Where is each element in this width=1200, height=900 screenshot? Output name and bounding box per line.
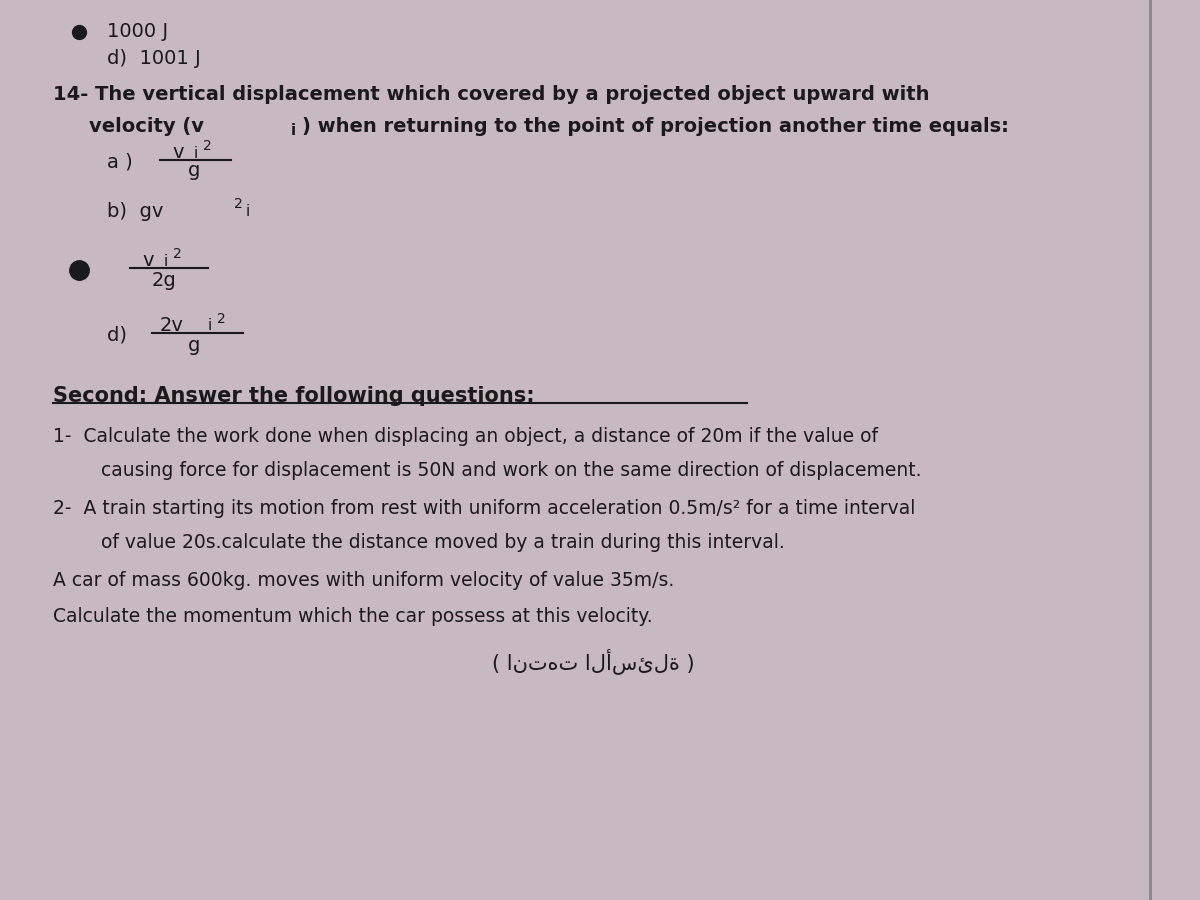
Text: 2-  A train starting its motion from rest with uniform acceleration 0.5m/s² for : 2- A train starting its motion from rest…	[53, 499, 916, 518]
Text: v: v	[143, 251, 154, 271]
Text: 2: 2	[217, 311, 226, 326]
Text: i: i	[163, 254, 168, 268]
Text: 1-  Calculate the work done when displacing an object, a distance of 20m if the : 1- Calculate the work done when displaci…	[53, 427, 878, 446]
Text: g: g	[187, 161, 199, 181]
Text: of value 20s.calculate the distance moved by a train during this interval.: of value 20s.calculate the distance move…	[101, 533, 785, 553]
Text: 1000 J: 1000 J	[107, 22, 168, 41]
Text: i: i	[246, 204, 250, 219]
Text: a ): a )	[107, 152, 145, 172]
Text: 2: 2	[203, 139, 211, 153]
Text: velocity (v: velocity (v	[89, 116, 204, 136]
Text: i: i	[290, 123, 295, 138]
Text: A car of mass 600kg. moves with uniform velocity of value 35m/s.: A car of mass 600kg. moves with uniform …	[53, 571, 674, 590]
Text: b)  gv: b) gv	[107, 202, 163, 221]
Text: causing force for displacement is 50N and work on the same direction of displace: causing force for displacement is 50N an…	[101, 461, 922, 481]
Text: 2v: 2v	[160, 316, 184, 336]
Text: g: g	[187, 336, 199, 356]
Text: 2: 2	[234, 197, 242, 211]
Text: ) when returning to the point of projection another time equals:: ) when returning to the point of project…	[302, 116, 1009, 136]
Text: 14- The vertical displacement which covered by a projected object upward with: 14- The vertical displacement which cove…	[53, 85, 930, 104]
Text: Second: Answer the following questions:: Second: Answer the following questions:	[53, 386, 535, 406]
Text: 2: 2	[173, 247, 182, 261]
Text: 2g: 2g	[152, 271, 176, 291]
Text: Calculate the momentum which the car possess at this velocity.: Calculate the momentum which the car pos…	[53, 607, 653, 626]
Text: d): d)	[107, 325, 139, 345]
Text: i: i	[193, 146, 198, 160]
Text: v: v	[172, 143, 184, 163]
Text: i: i	[208, 319, 211, 333]
Text: ( انتهت الأسئلة ): ( انتهت الأسئلة )	[492, 649, 695, 674]
Text: d)  1001 J: d) 1001 J	[107, 49, 200, 68]
